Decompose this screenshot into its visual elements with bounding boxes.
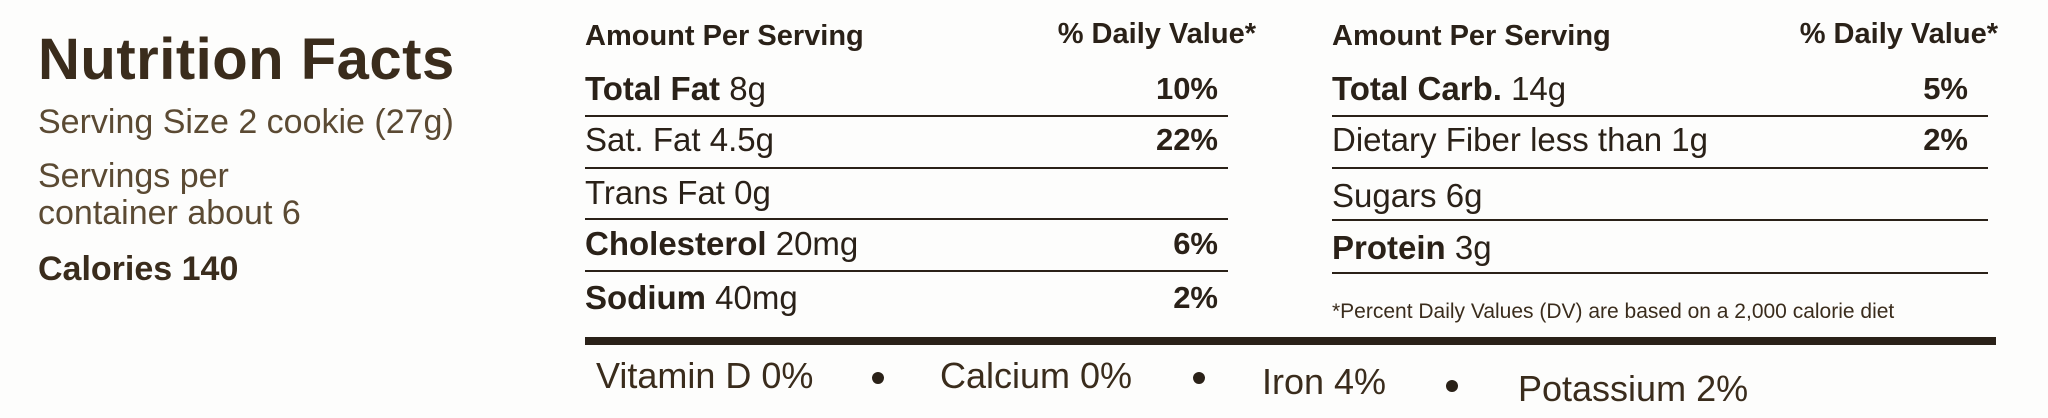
daily-value: 10% (1155, 71, 1218, 106)
header-dv: % Daily Value* (1799, 18, 1998, 50)
vitamin: Calcium 0% (940, 355, 1133, 396)
vitamin: Potassium 2% (1518, 368, 1749, 409)
nutrient-row: Cholesterol 20mg (585, 222, 858, 266)
row-rule (1332, 219, 1988, 221)
row-rule (1332, 115, 1988, 117)
nutrient-name: Total Fat (585, 70, 721, 107)
nutrient-row: Sat. Fat 4.5g (585, 118, 774, 162)
vitamin: Iron 4% (1262, 361, 1387, 402)
daily-value: 6% (1173, 226, 1218, 261)
bullet (872, 372, 884, 384)
nutrient-name: Sodium (585, 279, 706, 316)
row-rule (585, 270, 1228, 272)
row-rule (585, 167, 1228, 169)
nutrient-row: Protein 3g (1332, 226, 1492, 270)
row-rule (585, 218, 1228, 220)
nutrient-amount: 6g (1445, 177, 1483, 214)
daily-value: 2% (1923, 122, 1968, 157)
nutrient-amount: 40mg (715, 279, 798, 316)
calories: Calories 140 (38, 250, 239, 288)
row-rule (1332, 272, 1988, 274)
nutrient-name: Sat. Fat (585, 121, 701, 158)
nutrient-name: Trans Fat (585, 174, 725, 211)
nutrient-row: Trans Fat 0g (585, 171, 771, 215)
header-amount: Amount Per Serving (1332, 20, 1611, 52)
nutrient-amount: 14g (1511, 70, 1567, 107)
bullet (1446, 380, 1458, 392)
nutrient-name: Dietary Fiber (1332, 121, 1521, 158)
nutrient-row: Total Fat 8g (585, 67, 766, 111)
nutrient-amount: 20mg (775, 225, 859, 262)
title: Nutrition Facts (38, 27, 455, 92)
serving-size: Serving Size 2 cookie (27g) (38, 103, 454, 141)
nutrient-name: Protein (1332, 229, 1446, 266)
nutrient-amount: 4.5g (709, 121, 774, 158)
daily-value: 2% (1173, 280, 1218, 315)
row-rule (1332, 167, 1988, 169)
nutrient-row: Total Carb. 14g (1332, 67, 1566, 111)
header-amount: Amount Per Serving (585, 20, 864, 52)
nutrient-amount: 8g (729, 70, 766, 107)
header-dv: % Daily Value* (1057, 18, 1256, 50)
vitamin: Vitamin D 0% (596, 355, 814, 396)
daily-value: 5% (1923, 71, 1968, 106)
row-rule (585, 115, 1228, 117)
nutrient-row: Dietary Fiber less than 1g (1332, 118, 1708, 162)
nutrient-name: Total Carb. (1332, 70, 1502, 107)
nutrient-name: Sugars (1332, 177, 1437, 214)
nutrient-amount: 0g (734, 174, 771, 211)
footnote: *Percent Daily Values (DV) are based on … (1332, 300, 1895, 323)
nutrient-amount: 3g (1454, 229, 1492, 266)
thick-rule (585, 337, 1996, 345)
servings: Servings per container about 6 (38, 157, 301, 232)
nutrient-name: Cholesterol (585, 225, 767, 262)
daily-value: 22% (1155, 122, 1218, 157)
nutrient-row: Sugars 6g (1332, 174, 1482, 218)
bullet (1193, 372, 1205, 384)
nutrient-amount: less than 1g (1530, 121, 1709, 158)
nutrient-row: Sodium 40mg (585, 276, 798, 320)
